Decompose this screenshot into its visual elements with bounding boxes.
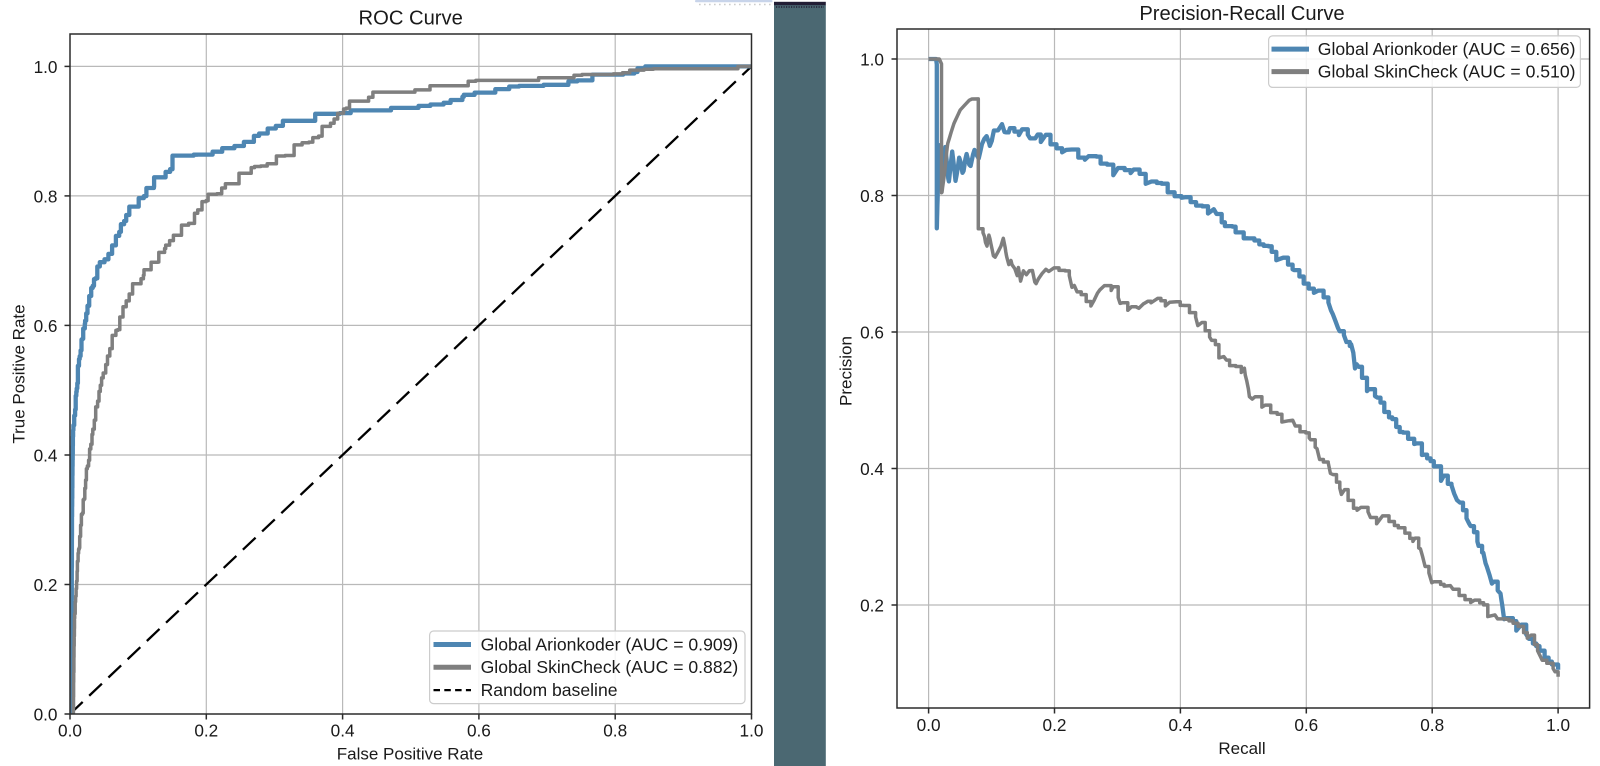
svg-text:0.6: 0.6 xyxy=(1294,715,1318,735)
svg-text:0.4: 0.4 xyxy=(1168,715,1192,735)
svg-text:0.0: 0.0 xyxy=(917,715,941,735)
svg-text:Random baseline: Random baseline xyxy=(481,680,618,700)
svg-text:0.8: 0.8 xyxy=(860,186,884,206)
svg-text:0.8: 0.8 xyxy=(603,721,627,741)
svg-text:Precision: Precision xyxy=(837,336,856,406)
svg-text:0.6: 0.6 xyxy=(467,721,491,741)
svg-text:1.0: 1.0 xyxy=(1546,715,1570,735)
svg-text:0.6: 0.6 xyxy=(34,316,58,336)
svg-text:0.2: 0.2 xyxy=(194,721,218,741)
svg-text:Global Arionkoder (AUC = 0.909: Global Arionkoder (AUC = 0.909) xyxy=(481,634,739,654)
svg-text:1.0: 1.0 xyxy=(34,57,58,77)
svg-text:0.2: 0.2 xyxy=(1043,715,1067,735)
svg-text:Precision-Recall Curve: Precision-Recall Curve xyxy=(1139,3,1344,25)
svg-text:0.4: 0.4 xyxy=(331,721,355,741)
svg-text:0.4: 0.4 xyxy=(860,459,884,479)
svg-text:0.0: 0.0 xyxy=(34,705,58,725)
svg-text:ROC Curve: ROC Curve xyxy=(359,7,463,29)
svg-text:Global Arionkoder (AUC = 0.656: Global Arionkoder (AUC = 0.656) xyxy=(1318,39,1576,59)
svg-text:0.2: 0.2 xyxy=(860,596,884,616)
svg-text:0.2: 0.2 xyxy=(34,575,58,595)
svg-text:0.6: 0.6 xyxy=(860,323,884,343)
svg-text:1.0: 1.0 xyxy=(860,50,884,70)
svg-text:Global SkinCheck (AUC = 0.510): Global SkinCheck (AUC = 0.510) xyxy=(1318,61,1576,81)
svg-text:1.0: 1.0 xyxy=(740,721,764,741)
svg-text:Global SkinCheck (AUC = 0.882): Global SkinCheck (AUC = 0.882) xyxy=(481,657,739,677)
svg-text:0.4: 0.4 xyxy=(34,446,58,466)
svg-text:0.8: 0.8 xyxy=(34,186,58,206)
svg-text:True Positive Rate: True Positive Rate xyxy=(10,304,29,443)
svg-text:0.8: 0.8 xyxy=(1420,715,1444,735)
svg-text:0.0: 0.0 xyxy=(58,721,82,741)
svg-text:Recall: Recall xyxy=(1218,739,1265,758)
svg-text:False Positive Rate: False Positive Rate xyxy=(337,745,483,764)
